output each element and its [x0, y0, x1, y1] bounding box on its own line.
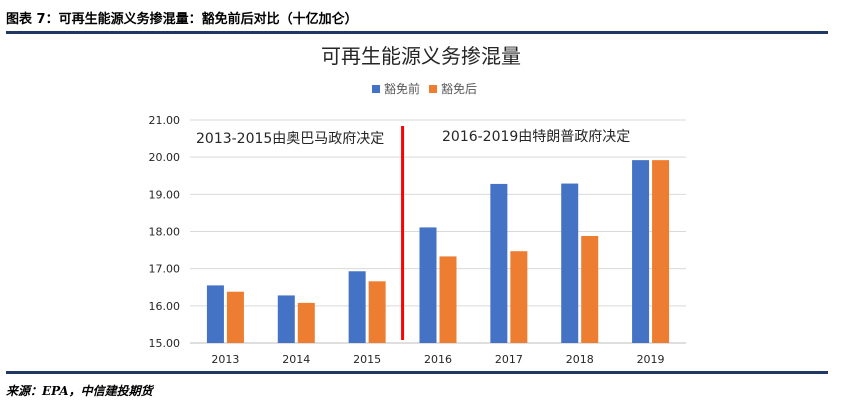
top-rule — [6, 31, 828, 34]
bar-after-exemption — [439, 256, 457, 343]
y-tick-label: 19.00 — [149, 188, 181, 201]
bar-before-exemption — [561, 183, 579, 343]
figure-caption: 图表 7：可再生能源义务掺混量：豁免前后对比（十亿加仑） — [6, 12, 358, 27]
y-tick-label: 20.00 — [149, 151, 181, 164]
bar-before-exemption — [206, 285, 224, 343]
x-tick-label: 2014 — [282, 353, 310, 366]
chart-title: 可再生能源义务掺混量 — [321, 44, 521, 68]
bar-before-exemption — [632, 160, 650, 343]
y-tick-label: 17.00 — [149, 263, 181, 276]
bar-after-exemption — [510, 251, 528, 343]
x-tick-label: 2018 — [566, 353, 594, 366]
legend-swatch — [372, 85, 380, 93]
annotation-obama: 2013-2015由奥巴马政府决定 — [196, 130, 384, 147]
legend-swatch — [429, 85, 437, 93]
bar-chart: 可再生能源义务掺混量 豁免前 豁免后 15.00 16.00 17.00 18.00 19… — [149, 44, 686, 366]
bar-after-exemption — [368, 281, 386, 343]
y-tick-label: 21.00 — [149, 114, 181, 127]
source-note: 来源：EPA，中信建投期货 — [6, 384, 153, 398]
annotation-trump: 2016-2019由特朗普政府决定 — [442, 129, 630, 145]
x-tick-label: 2017 — [495, 353, 523, 366]
y-tick-label: 15.00 — [149, 337, 181, 350]
bottom-rule — [6, 371, 828, 374]
x-tick-label: 2013 — [211, 353, 239, 366]
bar-before-exemption — [490, 183, 508, 343]
legend: 豁免前 豁免后 — [372, 81, 477, 96]
bar-before-exemption — [348, 271, 366, 343]
bar-after-exemption — [652, 160, 670, 343]
x-tick-label: 2019 — [637, 353, 665, 366]
bar-before-exemption — [419, 227, 437, 343]
bar-after-exemption — [297, 302, 315, 343]
gridlines — [190, 119, 686, 344]
y-tick-label: 16.00 — [149, 300, 181, 313]
bar-before-exemption — [277, 295, 295, 343]
bar-after-exemption — [226, 291, 244, 343]
y-axis-ticks: 15.00 16.00 17.00 18.00 19.00 20.00 21.00 — [149, 114, 181, 350]
bar-after-exemption — [581, 235, 599, 343]
x-tick-label: 2016 — [424, 353, 452, 366]
y-tick-label: 18.00 — [149, 226, 181, 239]
legend-item-after: 豁免后 — [441, 81, 477, 96]
x-tick-label: 2015 — [353, 353, 381, 366]
x-axis-ticks: 2013 2014 2015 2016 2017 2018 2019 — [211, 353, 664, 366]
bars — [206, 160, 670, 343]
legend-item-before: 豁免前 — [384, 81, 420, 96]
